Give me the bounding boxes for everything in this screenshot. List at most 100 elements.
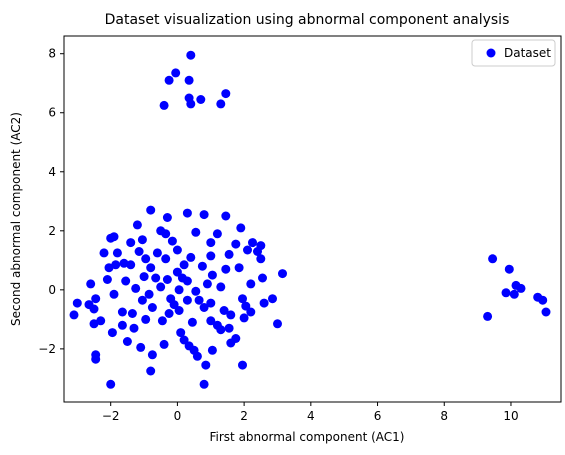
data-point <box>161 254 170 263</box>
data-point <box>183 209 192 218</box>
data-point <box>100 248 109 257</box>
data-point <box>165 76 174 85</box>
x-axis: −2 0 2 4 6 8 10 <box>102 402 519 423</box>
data-point <box>235 263 244 272</box>
data-point <box>231 240 240 249</box>
data-point <box>156 282 165 291</box>
data-point <box>175 285 184 294</box>
data-point <box>243 246 252 255</box>
data-point <box>90 319 99 328</box>
data-point <box>70 310 79 319</box>
data-point <box>273 319 282 328</box>
data-point <box>163 275 172 284</box>
data-point <box>226 339 235 348</box>
y-axis-label: Second abnormal component (AC2) <box>9 112 23 326</box>
data-point <box>170 300 179 309</box>
data-point <box>191 228 200 237</box>
data-point <box>221 212 230 221</box>
y-tick-label: 0 <box>48 283 56 297</box>
data-point <box>248 238 257 247</box>
data-point <box>220 306 229 315</box>
y-tick-label: −2 <box>38 342 56 356</box>
data-point <box>130 324 139 333</box>
data-point <box>146 263 155 272</box>
data-point <box>133 220 142 229</box>
data-point <box>241 302 250 311</box>
data-point <box>110 290 119 299</box>
data-point <box>168 237 177 246</box>
legend: Dataset <box>472 40 555 66</box>
data-point <box>148 303 157 312</box>
data-point <box>238 361 247 370</box>
data-point <box>216 99 225 108</box>
data-point <box>141 315 150 324</box>
data-point <box>206 238 215 247</box>
x-tick-label: −2 <box>102 409 120 423</box>
data-point <box>206 251 215 260</box>
data-point <box>135 247 144 256</box>
data-point <box>185 76 194 85</box>
x-axis-label: First abnormal component (AC1) <box>210 430 405 444</box>
data-point <box>146 367 155 376</box>
y-tick-label: 8 <box>48 47 56 61</box>
data-point <box>73 299 82 308</box>
data-point <box>538 296 547 305</box>
data-point <box>105 263 114 272</box>
data-point <box>200 380 209 389</box>
data-point <box>505 265 514 274</box>
data-point <box>196 95 205 104</box>
data-point <box>118 321 127 330</box>
data-point <box>258 274 267 283</box>
data-point <box>126 238 135 247</box>
data-point <box>278 269 287 278</box>
data-point <box>90 305 99 314</box>
data-point <box>178 274 187 283</box>
data-point <box>208 271 217 280</box>
data-point <box>141 254 150 263</box>
x-tick-label: 2 <box>240 409 248 423</box>
data-point <box>158 316 167 325</box>
data-point <box>502 288 511 297</box>
data-point <box>173 246 182 255</box>
legend-marker <box>487 49 496 58</box>
data-point <box>126 260 135 269</box>
x-tick-label: 6 <box>374 409 382 423</box>
data-point <box>128 309 137 318</box>
data-point <box>260 299 269 308</box>
data-point <box>148 350 157 359</box>
data-point <box>171 68 180 77</box>
data-point <box>488 254 497 263</box>
data-point <box>225 324 234 333</box>
data-point <box>201 361 210 370</box>
data-point <box>136 343 145 352</box>
chart-title: Dataset visualization using abnormal com… <box>105 12 510 28</box>
data-point <box>203 279 212 288</box>
data-point <box>221 265 230 274</box>
data-point <box>113 248 122 257</box>
data-point <box>213 229 222 238</box>
data-point <box>145 290 154 299</box>
data-point <box>180 260 189 269</box>
data-point <box>123 337 132 346</box>
x-tick-label: 4 <box>307 409 315 423</box>
data-point <box>180 336 189 345</box>
y-axis: −2 0 2 4 6 8 <box>38 47 64 356</box>
data-point <box>221 89 230 98</box>
data-point <box>198 262 207 271</box>
y-tick-label: 2 <box>48 224 56 238</box>
data-point <box>91 355 100 364</box>
data-point <box>208 346 217 355</box>
data-point <box>151 274 160 283</box>
data-point <box>191 287 200 296</box>
data-point <box>156 226 165 235</box>
data-point <box>200 210 209 219</box>
data-point <box>216 282 225 291</box>
data-point <box>240 313 249 322</box>
data-point <box>186 99 195 108</box>
legend-entry-dataset: Dataset <box>504 46 551 60</box>
data-point <box>121 277 130 286</box>
y-tick-label: 6 <box>48 106 56 120</box>
data-point <box>86 279 95 288</box>
data-point <box>542 308 551 317</box>
